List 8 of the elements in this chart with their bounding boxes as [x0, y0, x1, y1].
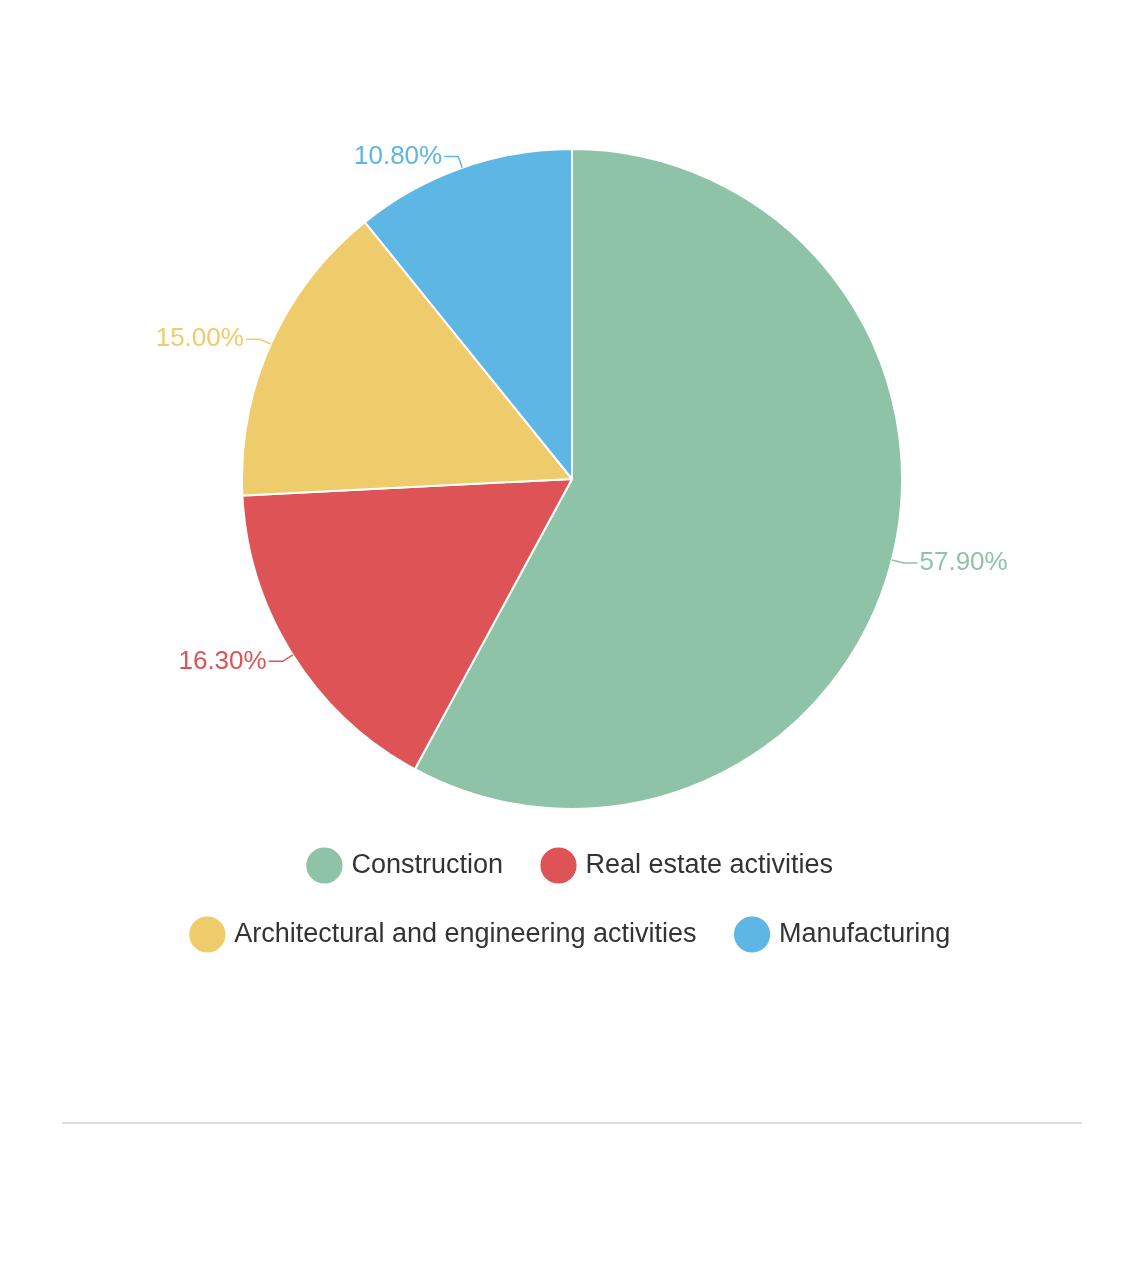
data-label: 57.90% — [919, 546, 1008, 577]
data-label: 10.80% — [353, 139, 443, 170]
legend-label: Architectural and engineering activities — [234, 917, 697, 948]
legend-label: Construction — [351, 848, 503, 879]
legend-label: Real estate activities — [585, 848, 834, 879]
data-label: 15.00% — [155, 322, 244, 353]
legend-label: Manufacturing — [779, 917, 951, 948]
data-label: 16.30% — [178, 644, 267, 675]
